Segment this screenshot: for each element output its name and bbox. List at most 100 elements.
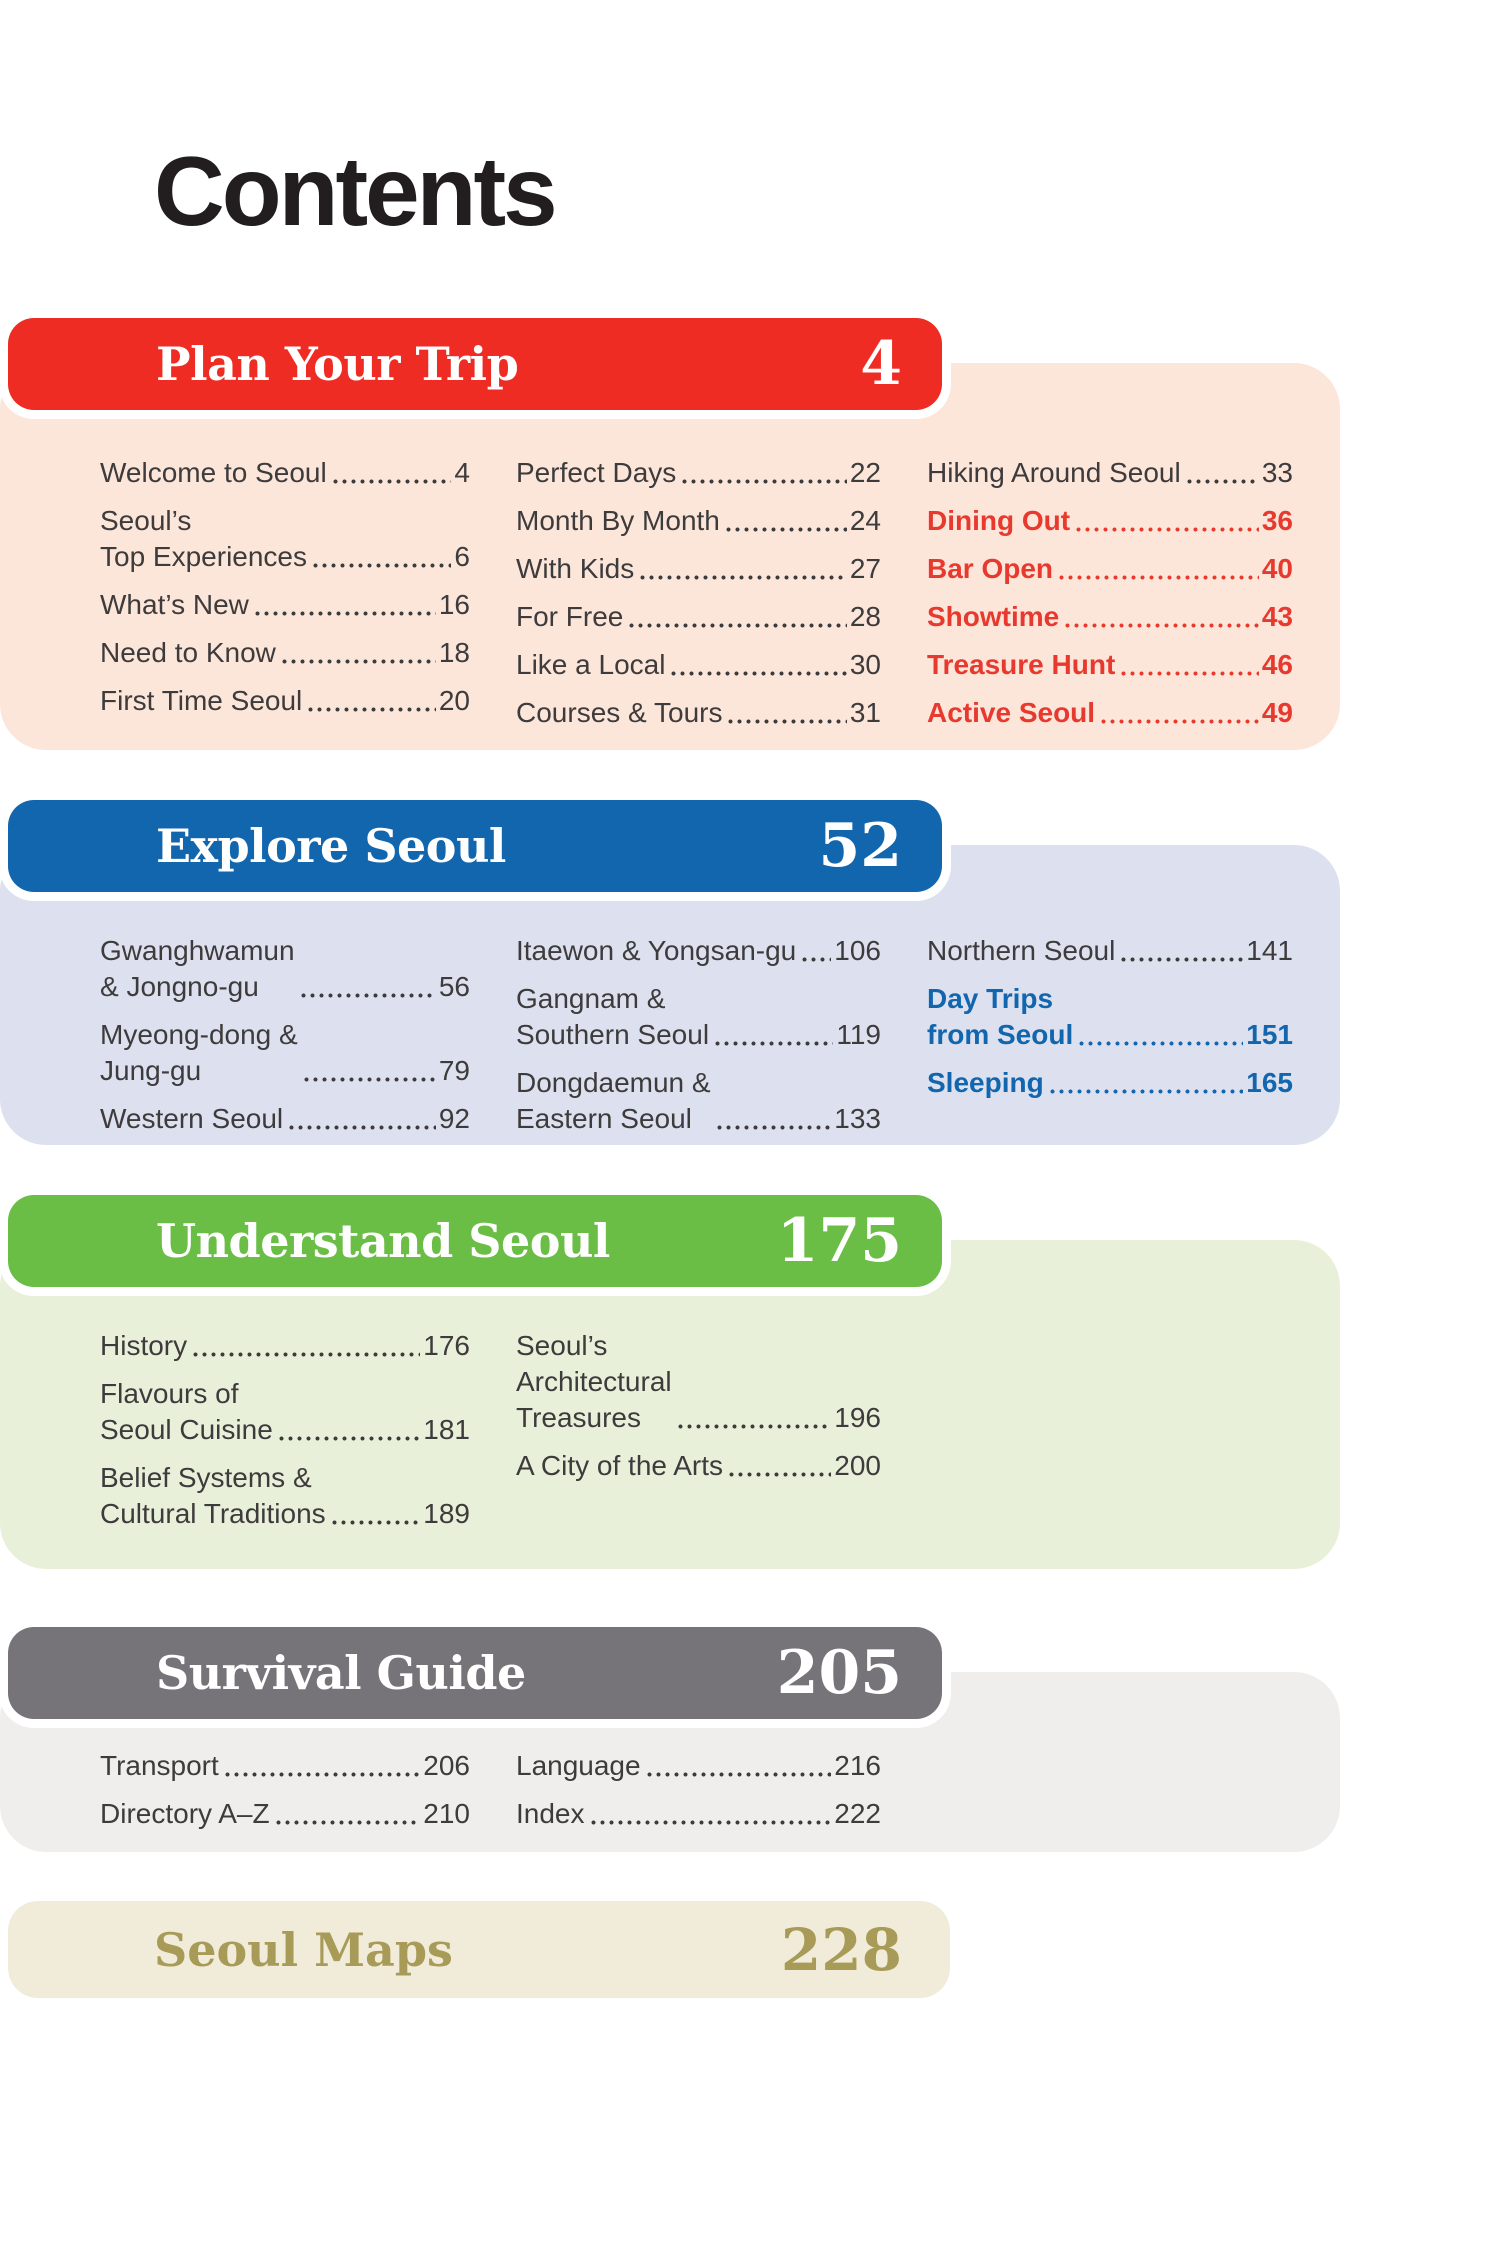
entry-page-number: 40 [1261, 553, 1293, 584]
entry-label: Western Seoul [100, 1103, 284, 1134]
dot-leader [279, 657, 436, 666]
toc-entry: With Kids 27 [516, 551, 881, 587]
entry-label: Sleeping [927, 1067, 1044, 1098]
entry-label: What’s New [100, 589, 249, 620]
entry-label: Showtime [927, 601, 1060, 632]
toc-entry: Welcome to Seoul 4 [100, 455, 470, 491]
entry-page-number: 92 [438, 1103, 470, 1134]
entry-label: Perfect Days [516, 457, 677, 488]
dot-leader [273, 1818, 421, 1827]
toc-entry: Bar Open 40 [927, 551, 1293, 587]
dot-leader [726, 1470, 832, 1479]
dot-leader [1074, 525, 1259, 534]
entry-page-number: 18 [438, 637, 470, 668]
toc-entry: Transport 206 [100, 1748, 470, 1784]
toc-column: Language 216 Index 222 [516, 1748, 881, 1844]
toc-columns: Gwanghwamun & Jongno-gu 56 Myeong-dong & J… [0, 845, 1340, 1149]
dot-leader [638, 573, 847, 582]
entry-page-number: 106 [834, 935, 881, 966]
section-title: Plan Your Trip [156, 337, 519, 391]
dot-leader [298, 991, 436, 1000]
dot-leader [276, 1434, 421, 1443]
dot-leader [588, 1818, 832, 1827]
entry-page-number: 46 [1261, 649, 1293, 680]
entry-label: Itaewon & Yongsan-gu [516, 935, 797, 966]
toc-entry: What’s New 16 [100, 587, 470, 623]
dot-leader [644, 1770, 832, 1779]
entry-label: Directory A–Z [100, 1798, 270, 1829]
entry-page-number: 20 [438, 685, 470, 716]
entry-label: A City of the Arts [516, 1450, 723, 1481]
entry-page-number: 24 [849, 505, 881, 536]
toc-entry: Dongdaemun & Eastern Seoul 133 [516, 1065, 881, 1137]
entry-label: Courses & Tours [516, 697, 723, 728]
toc-column: Welcome to Seoul 4 Seoul’s Top Experiences… [100, 455, 470, 743]
section-header: Survival Guide 205 [8, 1627, 942, 1719]
section-page-number: 228 [780, 1915, 902, 1984]
dot-leader [1099, 717, 1259, 726]
dot-leader [306, 705, 436, 714]
entry-label: Language [516, 1750, 641, 1781]
dot-leader [252, 609, 436, 618]
toc-columns: History 176 Flavours of Seoul Cuisine 181 Be… [0, 1240, 1340, 1544]
entry-page-number: 22 [849, 457, 881, 488]
toc-entry: History 176 [100, 1328, 470, 1364]
entry-page-number: 216 [834, 1750, 881, 1781]
toc-column: History 176 Flavours of Seoul Cuisine 181 Be… [100, 1328, 470, 1544]
toc-entry: Sleeping 165 [927, 1065, 1293, 1101]
dot-leader [191, 1350, 421, 1359]
entry-label: History [100, 1330, 188, 1361]
toc-entry: Belief Systems & Cultural Traditions 189 [100, 1460, 470, 1532]
entry-label: Month By Month [516, 505, 720, 536]
toc-entry: Active Seoul 49 [927, 695, 1293, 731]
toc-entry: Day Trips from Seoul 151 [927, 981, 1293, 1053]
toc-column: Gwanghwamun & Jongno-gu 56 Myeong-dong & J… [100, 933, 470, 1149]
entry-label: Flavours of Seoul Cuisine [100, 1378, 273, 1445]
toc-entry: Gwanghwamun & Jongno-gu 56 [100, 933, 470, 1005]
toc-entry: Itaewon & Yongsan-gu 106 [516, 933, 881, 969]
toc-entry: Treasure Hunt 46 [927, 647, 1293, 683]
dot-leader [1184, 477, 1259, 486]
entry-page-number: 31 [849, 697, 881, 728]
toc-entry: Language 216 [516, 1748, 881, 1784]
entry-page-number: 165 [1246, 1067, 1293, 1098]
section-page-number: 175 [776, 1206, 902, 1276]
toc-entry: Courses & Tours 31 [516, 695, 881, 731]
toc-entry: Need to Know 18 [100, 635, 470, 671]
toc-column: Northern Seoul 141 Day Trips from Seoul 151… [927, 933, 1293, 1149]
dot-leader [726, 717, 847, 726]
toc-entry: Hiking Around Seoul 33 [927, 455, 1293, 491]
entry-label: With Kids [516, 553, 635, 584]
dot-leader [1119, 955, 1244, 964]
toc-entry: Western Seoul 92 [100, 1101, 470, 1137]
dot-leader [329, 1518, 421, 1527]
entry-page-number: 176 [423, 1330, 470, 1361]
toc-entry: Seoul’s Top Experiences 6 [100, 503, 470, 575]
toc-column: Perfect Days 22 Month By Month 24 With Kids 2… [516, 455, 881, 743]
entry-page-number: 210 [423, 1798, 470, 1829]
toc-entry: Myeong-dong & Jung-gu 79 [100, 1017, 470, 1089]
dot-leader [800, 955, 832, 964]
entry-page-number: 119 [836, 1019, 881, 1050]
dot-leader [1057, 573, 1259, 582]
entry-label: Welcome to Seoul [100, 457, 327, 488]
entry-page-number: 79 [438, 1055, 470, 1086]
toc-column: Transport 206 Directory A–Z 210 [100, 1748, 470, 1844]
entry-label: Seoul’s Architectural Treasures [516, 1330, 672, 1433]
toc-columns: Transport 206 Directory A–Z 210 Language 216 I… [0, 1672, 1340, 1844]
entry-page-number: 28 [849, 601, 881, 632]
entry-label: Gangnam & Southern Seoul [516, 983, 710, 1050]
entry-page-number: 206 [423, 1750, 470, 1781]
toc-entry: Dining Out 36 [927, 503, 1293, 539]
section-page-number: 52 [818, 811, 903, 881]
entry-page-number: 196 [834, 1402, 881, 1433]
toc-entry: Seoul’s Architectural Treasures 196 [516, 1328, 881, 1436]
entry-page-number: 141 [1246, 935, 1293, 966]
entry-label: Gwanghwamun & Jongno-gu [100, 935, 295, 1002]
dot-leader [1063, 621, 1259, 630]
section-panel: Welcome to Seoul 4 Seoul’s Top Experiences… [0, 363, 1340, 750]
entry-label: Dongdaemun & Eastern Seoul [516, 1067, 711, 1134]
dot-leader [627, 621, 847, 630]
entry-page-number: 33 [1261, 457, 1293, 488]
